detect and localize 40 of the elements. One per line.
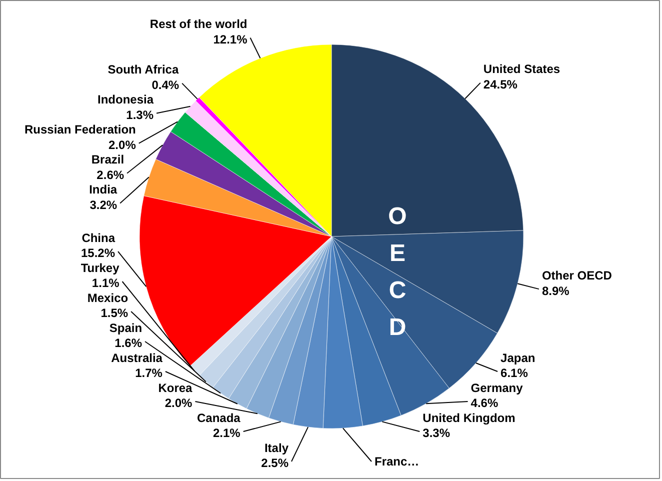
data-label: 1.7% <box>135 366 163 380</box>
data-label: 0.4% <box>152 78 180 92</box>
data-label: 2.5% <box>261 456 289 470</box>
slice-label: Other OECD <box>542 268 612 282</box>
slice-label: Indonesia <box>98 92 154 107</box>
slice-label: Rest of the world <box>150 17 248 32</box>
slice-label: Canada <box>197 410 241 425</box>
slice-label: Italy <box>264 440 289 455</box>
data-label: 2.6% <box>96 168 124 182</box>
text: OECD <box>388 203 407 341</box>
slice-label: Korea <box>158 380 193 395</box>
data-label: 2.0% <box>164 396 193 410</box>
slice-label: Brazil <box>91 152 124 167</box>
slice-label: United States <box>483 62 560 76</box>
data-label: 2.1% <box>212 426 241 440</box>
data-label: 2.0% <box>108 138 136 152</box>
data-label: 3.2% <box>90 198 118 212</box>
slice-label: Turkey <box>80 260 120 275</box>
data-label: 1.6% <box>114 336 142 350</box>
slice-label: Russian Federation <box>24 122 136 137</box>
data-label: 12.1% <box>213 32 248 46</box>
slice-label: Franc… <box>374 454 420 468</box>
slice-label: Spain <box>109 320 142 335</box>
slice-label: Japan <box>500 350 536 365</box>
slice-label: India <box>89 182 118 197</box>
slice-label: China <box>82 230 116 245</box>
slice-label: United Kingdom <box>422 410 516 425</box>
data-label: 1.5% <box>100 306 128 320</box>
data-label: 1.3% <box>126 108 154 122</box>
data-label: 1.1% <box>92 276 120 290</box>
data-label: 4.6% <box>470 396 498 410</box>
data-label: 15.2% <box>81 246 116 260</box>
slice-label: South Africa <box>108 62 179 77</box>
data-label: 3.3% <box>422 426 450 440</box>
slice-label: Germany <box>470 380 524 395</box>
slice-label: Mexico <box>87 290 128 305</box>
data-label: 6.1% <box>500 366 528 380</box>
slice-label: Australia <box>111 350 163 365</box>
data-label: 8.9% <box>542 284 570 298</box>
data-label: 24.5% <box>483 78 518 92</box>
